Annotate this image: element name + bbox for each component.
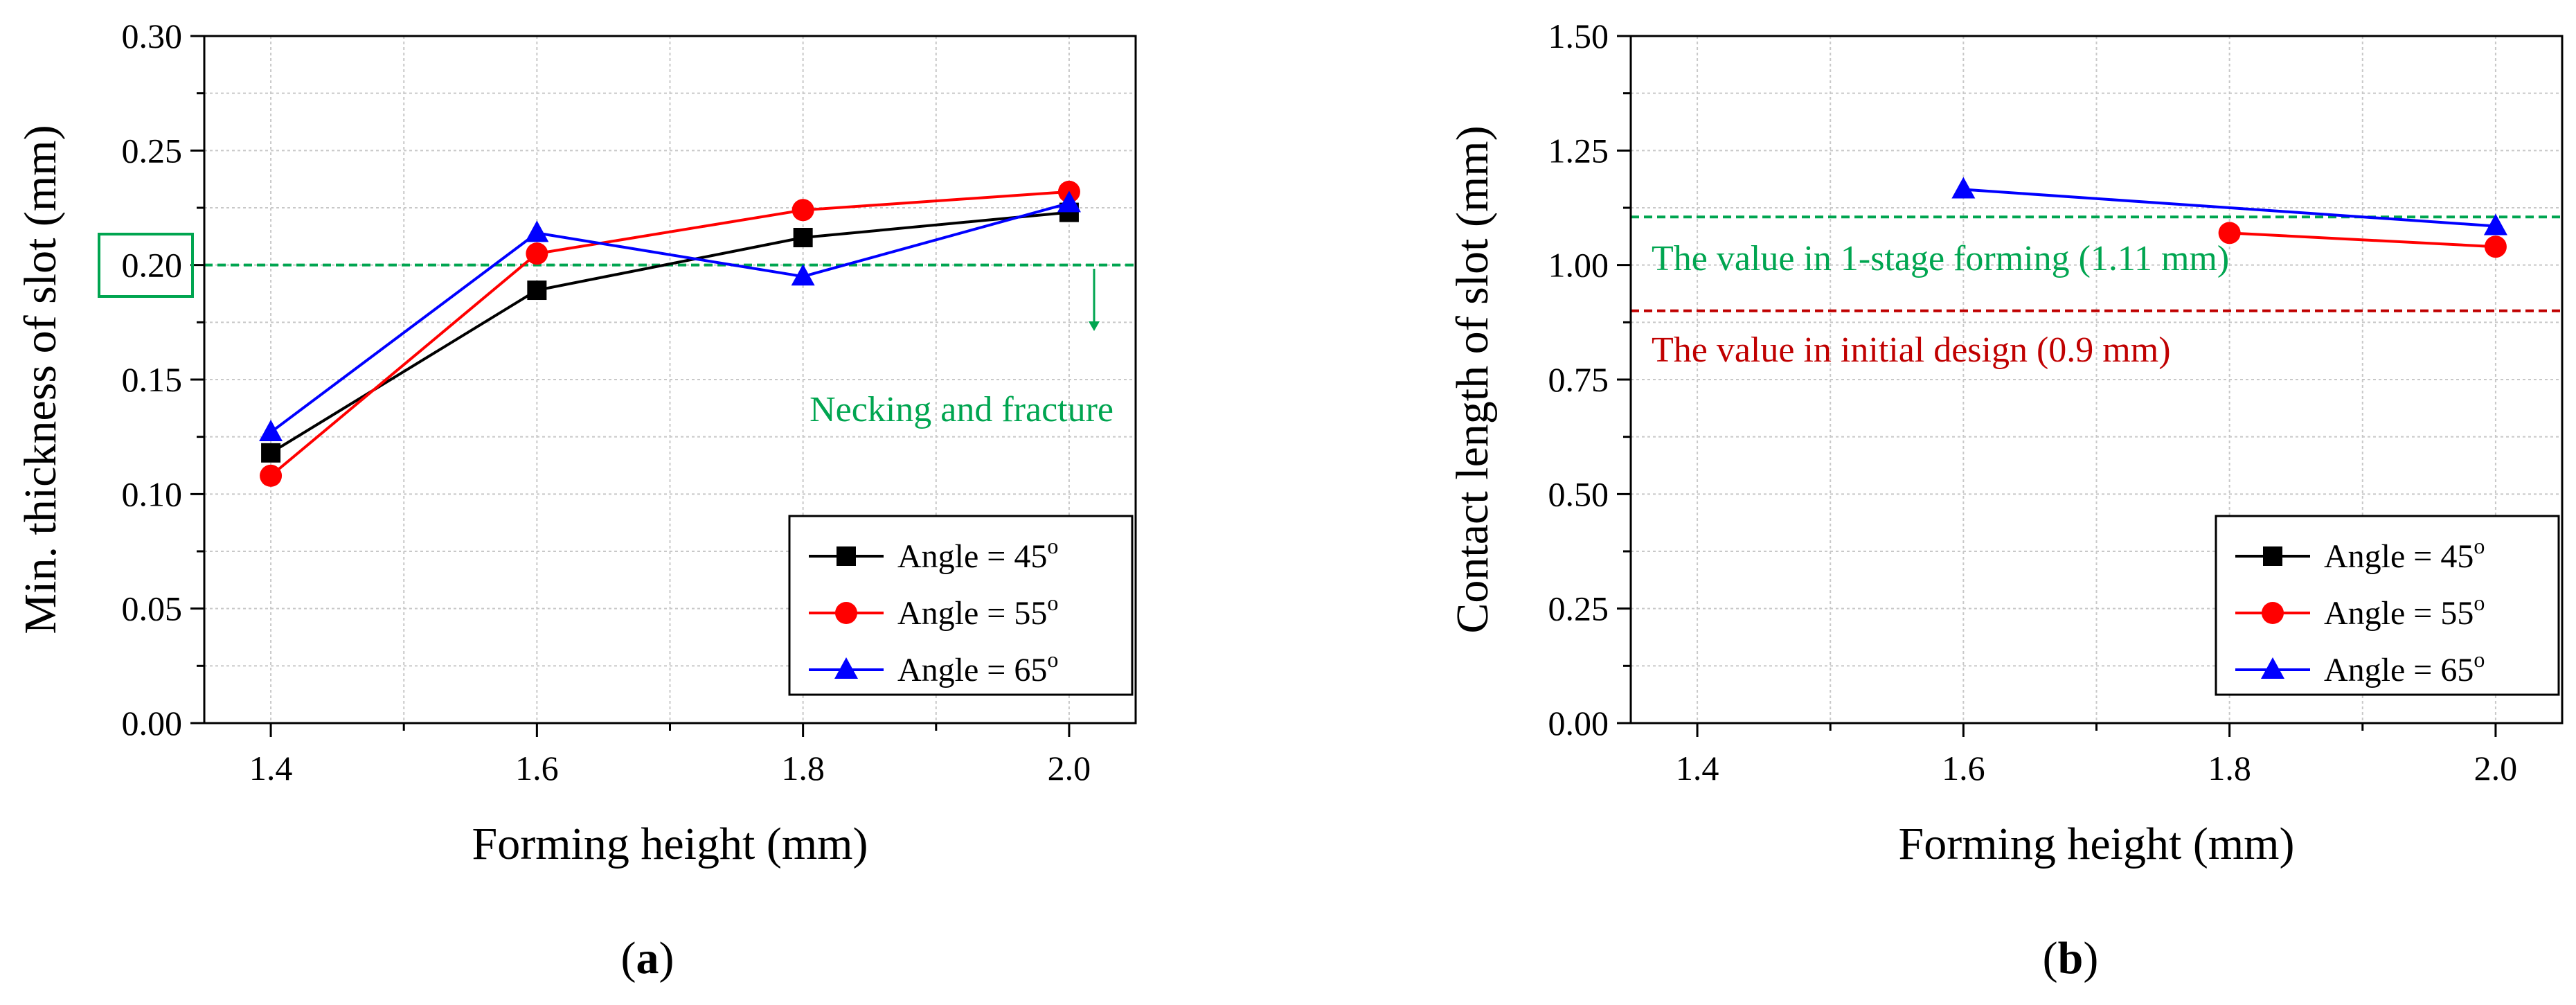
y-tick-label: 0.75 [1548,360,1609,399]
y-tick-label: 0.10 [122,474,183,513]
x-tick-label: 1.8 [781,749,825,788]
data-point [2483,213,2507,235]
legend-entry-superscript: o [1047,590,1058,615]
legend-entry-label: Angle = 65 [897,652,1047,688]
data-point [793,227,813,247]
y-tick-label: 0.00 [122,704,183,742]
panel-label: (a) [621,933,674,984]
panel-label-close: ) [659,933,674,984]
legend-entry-superscript: o [2474,590,2485,615]
annotation-text: The value in 1-stage forming (1.11 mm) [1652,239,2229,278]
legend-entry-superscript: o [2474,647,2485,672]
annotation-text: The value in initial design (0.9 mm) [1652,330,2171,370]
legend-marker [835,602,857,624]
legend-entry-superscript: o [2474,533,2485,558]
data-point [1951,177,1976,199]
series-line [2229,231,2496,249]
x-tick-label: 2.0 [2474,749,2518,788]
panel-label-close: ) [2083,933,2098,984]
y-tick-label: 0.30 [122,17,183,55]
annotation-text: Necking and fracture [810,390,1113,429]
panel-label-letter: a [636,933,659,984]
x-tick-label: 1.6 [515,749,559,788]
y-tick-label: 0.00 [1548,704,1609,742]
y-tick-label: 1.50 [1548,17,1609,55]
legend-entry-label: Angle = 45 [897,538,1047,575]
data-point [2484,235,2507,258]
y-axis-title: Contact length of slot (mm) [1447,125,1498,633]
legend-entry: Angle = 45o [897,533,1058,575]
data-point [527,281,547,301]
panel-b-chart: 1.4 1.6 1.8 2.0 0.00 0.25 0.50 0.75 1.00 1.25 1.50… [1447,17,2564,984]
series-line [269,190,1070,477]
panel-label: (b) [2043,933,2099,984]
x-tick-label: 2.0 [1048,749,1091,788]
panel-label-letter: b [2058,933,2084,984]
legend-entry: Angle = 65o [897,647,1058,688]
data-point [2218,222,2241,244]
legend-marker [837,546,856,566]
legend-entry: Angle = 55o [2324,590,2485,632]
series-line [1963,188,2496,228]
data-point [260,464,283,487]
highlight-box [98,233,194,298]
y-axis-title: Min. thickness of slot (mm) [15,125,66,634]
y-tick-label: 1.00 [1548,246,1609,285]
panel-a-chart: 1.4 1.6 1.8 2.0 0.00 0.05 0.10 0.15 0.20 0.25 0.30… [15,17,1137,984]
legend-marker [2263,546,2282,566]
data-point [261,443,281,463]
legend-marker [834,657,858,679]
legend-entry-superscript: o [1047,647,1058,672]
legend-marker [2262,602,2284,624]
legend-entry: Angle = 55o [897,590,1058,632]
y-tick-label: 0.15 [122,360,183,399]
legend-entry-label: Angle = 55 [897,595,1047,632]
data-point [1057,190,1081,213]
data-point [791,199,814,222]
legend-entry-label: Angle = 45 [2324,538,2474,575]
data-point [259,420,283,442]
y-tick-label: 0.20 [122,246,183,285]
data-point [525,220,549,242]
y-tick-label: 0.05 [122,589,183,628]
y-tick-label: 0.25 [1548,589,1609,628]
series-line [269,202,1070,434]
x-tick-label: 1.4 [1676,749,1719,788]
legend-marker [2261,657,2284,679]
x-axis-title: Forming height (mm) [472,819,868,869]
data-point [791,264,815,286]
legend-entry-superscript: o [1047,533,1058,558]
panel-label-open: ( [621,933,636,984]
y-tick-label: 1.25 [1548,131,1609,170]
y-tick-label: 0.50 [1548,474,1609,513]
panel-label-open: ( [2043,933,2058,984]
legend-entry-label: Angle = 55 [2324,595,2474,632]
x-tick-label: 1.4 [249,749,293,788]
arrow-head [1089,321,1100,331]
x-tick-label: 1.6 [1942,749,1985,788]
x-tick-label: 1.8 [2208,749,2251,788]
data-point [526,242,548,265]
y-tick-label: 0.25 [122,131,183,170]
legend-entry-label: Angle = 65 [2324,652,2474,688]
x-axis-title: Forming height (mm) [1899,819,2295,869]
legend-entry: Angle = 45o [2324,533,2485,575]
legend-entry: Angle = 65o [2324,647,2485,688]
series-line [270,211,1070,454]
